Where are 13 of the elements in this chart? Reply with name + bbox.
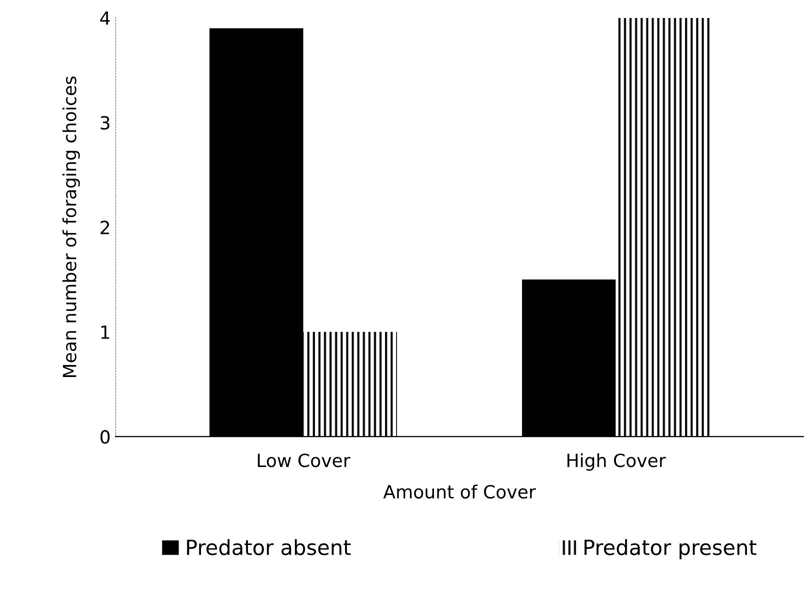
y-tick-label: 0: [100, 430, 110, 444]
y-axis-title: Mean number of foraging choices: [62, 76, 80, 378]
bar: [303, 332, 397, 437]
bar: [616, 18, 710, 437]
legend-label: Predator present: [584, 539, 756, 560]
y-tick-label: 4: [100, 12, 110, 25]
x-axis-title: Amount of Cover: [383, 484, 536, 499]
x-tick-label: High Cover: [568, 453, 666, 471]
y-tick-label: 2: [100, 220, 110, 234]
x-tick-label: Low Cover: [258, 454, 350, 468]
y-tick-label: 3: [100, 116, 110, 130]
y-tick-label: 1: [101, 326, 110, 339]
legend-label: Predator absent: [187, 539, 351, 556]
